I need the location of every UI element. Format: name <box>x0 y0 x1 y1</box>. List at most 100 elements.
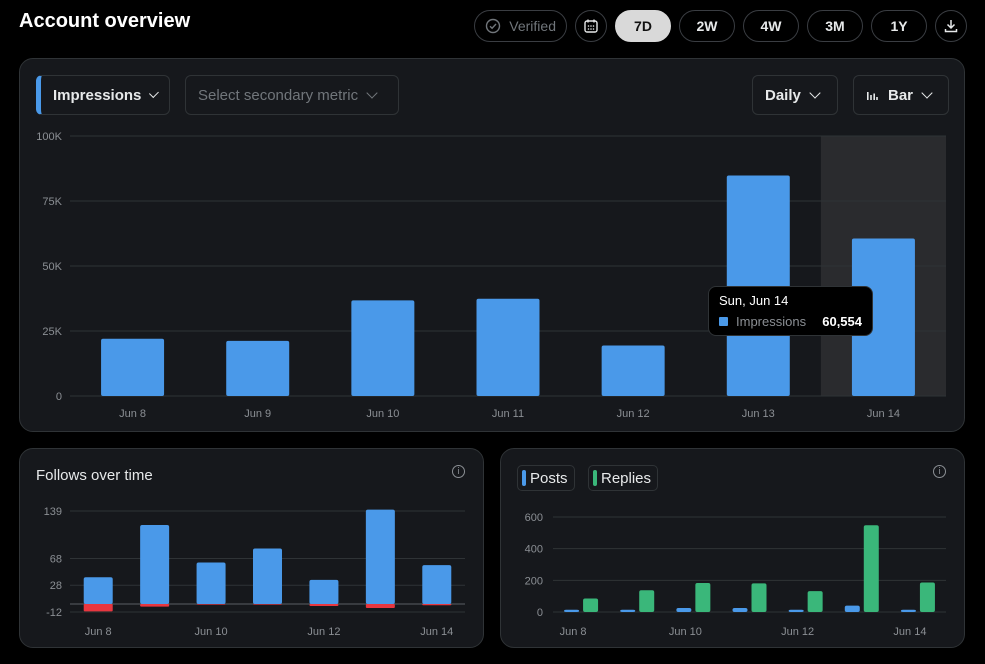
range-7d-button[interactable]: 7D <box>615 10 671 42</box>
y-tick-label: 200 <box>525 575 543 587</box>
tooltip-metric-label: Impressions <box>736 314 807 329</box>
posts-bar <box>732 608 748 612</box>
replies-bar <box>751 583 767 612</box>
unfollows-bar <box>140 603 170 607</box>
replies-bar <box>807 591 823 612</box>
impressions-chart: 100K 75K 50K 25K 0 Jun 8 Jun 9 Jun 10 Jun 11 Jun … <box>36 131 946 420</box>
y-tick-label: 0 <box>56 391 62 403</box>
info-icon[interactable]: i <box>933 465 946 478</box>
y-tick-label: 139 <box>44 506 62 518</box>
legend-posts-swatch <box>522 470 526 486</box>
x-tick-label: Jun 12 <box>781 626 814 638</box>
legend-replies-label: Replies <box>601 469 652 487</box>
chart-type-label: Bar <box>888 86 914 104</box>
y-tick-label: 75K <box>42 196 62 208</box>
interval-label: Daily <box>765 86 801 104</box>
range-1y-button[interactable]: 1Y <box>871 10 927 42</box>
range-2w-button[interactable]: 2W <box>679 10 735 42</box>
posts-bar <box>676 608 692 612</box>
legend-replies-swatch <box>593 470 597 486</box>
tooltip-value: 60,554 <box>822 314 862 329</box>
unfollows-bar <box>309 603 339 606</box>
posts-bar <box>620 609 636 612</box>
unfollows-bar <box>196 603 226 605</box>
x-tick-label: Jun 14 <box>867 408 900 420</box>
download-icon <box>944 20 958 33</box>
bar <box>101 338 165 396</box>
y-tick-label: 600 <box>525 512 543 524</box>
bar <box>476 298 540 396</box>
x-tick-label: Jun 8 <box>85 626 112 638</box>
legend-posts[interactable]: Posts <box>517 465 575 491</box>
y-tick-label: 0 <box>537 607 543 619</box>
unfollows-bar <box>83 603 113 612</box>
bar-chart-icon <box>867 92 878 100</box>
replies-bar <box>695 583 711 612</box>
legend-posts-label: Posts <box>530 469 568 487</box>
follows-bar <box>196 562 226 604</box>
x-tick-label: Jun 13 <box>742 408 775 420</box>
replies-bar <box>863 525 879 612</box>
x-tick-label: Jun 8 <box>560 626 587 638</box>
calendar-button[interactable] <box>575 10 607 42</box>
chart-tooltip: Sun, Jun 14 Impressions 60,554 <box>708 286 873 336</box>
range-3m-button[interactable]: 3M <box>807 10 863 42</box>
unfollows-bar <box>365 603 395 608</box>
follows-chart: 139 68 28 -12 Jun 8 Jun 10 Jun 12 Jun 14 <box>44 506 465 638</box>
unfollows-bar <box>422 603 452 606</box>
top-controls: Verified 7D 2W 4W 3M 1Y <box>474 10 967 42</box>
x-tick-label: Jun 14 <box>420 626 453 638</box>
x-tick-label: Jun 14 <box>893 626 926 638</box>
calendar-icon <box>584 19 598 33</box>
follows-bar <box>140 525 170 604</box>
impressions-card: Impressions Select secondary metric Dail… <box>19 58 965 432</box>
y-tick-label: 25K <box>42 326 62 338</box>
info-icon[interactable]: i <box>452 465 465 478</box>
replies-bar <box>639 590 655 612</box>
posts-bar <box>564 609 580 612</box>
x-tick-label: Jun 10 <box>195 626 228 638</box>
download-button[interactable] <box>935 10 967 42</box>
follows-bar <box>422 565 452 604</box>
primary-metric-dropdown[interactable]: Impressions <box>36 75 170 115</box>
replies-bar <box>583 598 599 612</box>
x-tick-label: Jun 10 <box>366 408 399 420</box>
x-tick-label: Jun 10 <box>669 626 702 638</box>
follows-title: Follows over time <box>36 467 153 484</box>
bar <box>351 300 415 396</box>
posts-bar <box>900 609 916 612</box>
primary-metric-label: Impressions <box>53 86 142 104</box>
y-tick-label: 400 <box>525 544 543 556</box>
check-badge-icon <box>486 18 501 34</box>
bar <box>726 175 790 396</box>
y-tick-label: 68 <box>50 553 62 565</box>
chart-type-dropdown[interactable]: Bar <box>853 75 949 115</box>
bar <box>601 345 665 396</box>
follows-bar <box>365 509 395 604</box>
y-tick-label: -12 <box>46 607 62 619</box>
range-4w-button[interactable]: 4W <box>743 10 799 42</box>
x-tick-label: Jun 9 <box>244 408 271 420</box>
follows-bar <box>83 577 113 604</box>
follows-bar <box>253 548 282 604</box>
y-tick-label: 50K <box>42 261 62 273</box>
interval-dropdown[interactable]: Daily <box>752 75 838 115</box>
posts-bar <box>788 609 804 612</box>
posts-replies-card: Posts Replies i 600 400 200 0 Jun 8 Jun 10 Jun… <box>500 448 965 648</box>
legend-replies[interactable]: Replies <box>588 465 659 491</box>
posts-bar <box>844 605 860 612</box>
x-tick-label: Jun 8 <box>119 408 146 420</box>
y-tick-label: 28 <box>50 580 62 592</box>
replies-bar <box>919 582 935 612</box>
verified-filter-button[interactable]: Verified <box>474 10 567 42</box>
secondary-metric-dropdown[interactable]: Select secondary metric <box>185 75 399 115</box>
tooltip-swatch <box>719 317 728 326</box>
x-tick-label: Jun 12 <box>617 408 650 420</box>
follows-bar <box>309 579 339 604</box>
follows-card: Follows over time i 139 68 28 -12 Jun 8 Jun 1… <box>19 448 484 648</box>
bar <box>851 238 915 396</box>
x-tick-label: Jun 12 <box>307 626 340 638</box>
posts-replies-chart: 600 400 200 0 Jun 8 Jun 10 Jun 12 Jun 14 <box>525 512 946 638</box>
secondary-metric-placeholder: Select secondary metric <box>198 86 359 104</box>
tooltip-date: Sun, Jun 14 <box>719 293 789 308</box>
